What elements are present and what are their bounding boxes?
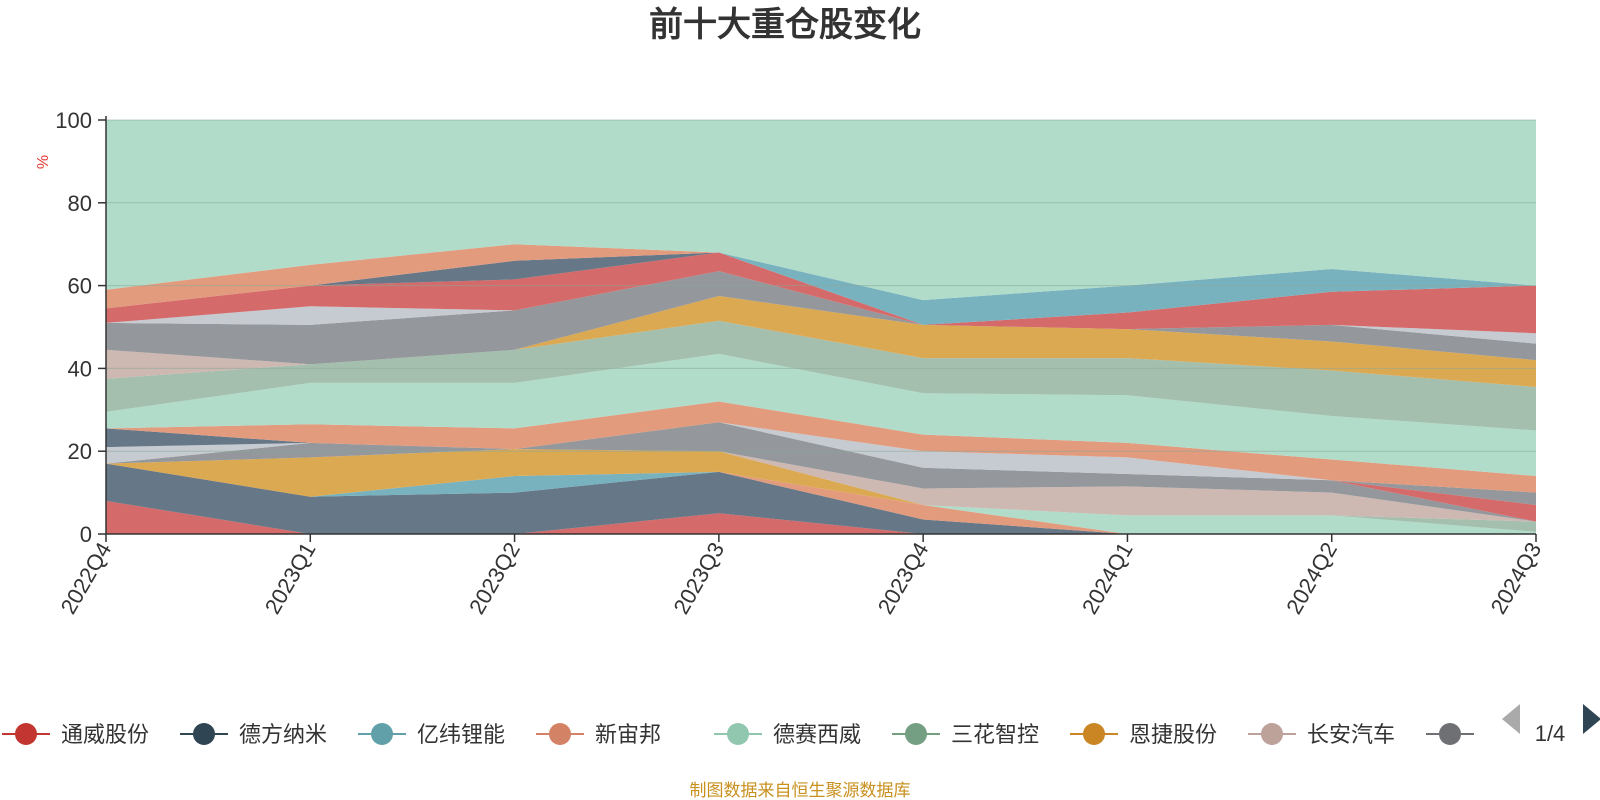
legend-marker-icon <box>905 723 927 745</box>
legend-item[interactable]: 新宙邦 <box>536 722 661 747</box>
grid-lines <box>106 119 1536 452</box>
x-tick-label: 2022Q4 <box>56 538 117 618</box>
area-band <box>106 252 1536 325</box>
area-band <box>106 252 1536 334</box>
legend-marker-icon <box>371 723 393 745</box>
legend-label: 德方纳米 <box>239 722 327 747</box>
legend-marker-icon <box>1439 723 1461 745</box>
area-band <box>106 252 1536 325</box>
x-tick-labels: 2022Q4 2023Q1 2023Q2 2023Q3 2023Q4 2024Q1 2024… <box>56 534 1547 618</box>
legend-item[interactable]: 东方 <box>1426 722 1529 747</box>
area-band <box>106 463 1536 534</box>
area-band <box>106 500 1536 534</box>
x-tick-label: 2024Q3 <box>1486 538 1547 618</box>
legend-item[interactable]: 德赛西威 <box>714 722 861 747</box>
area-band <box>106 449 1536 522</box>
area-band <box>106 244 1536 309</box>
legend-item[interactable]: 亿纬锂能 <box>358 722 505 747</box>
x-tick-label: 2024Q2 <box>1281 538 1342 618</box>
legend-label: 恩捷股份 <box>1129 722 1217 747</box>
area-band <box>106 120 1536 301</box>
legend-marker-icon <box>1083 723 1105 745</box>
axes <box>105 116 1536 535</box>
chart-title: 前十大重仓股变化 <box>649 6 921 44</box>
legend-item[interactable]: 德方纳米 <box>180 722 327 747</box>
legend-next-icon[interactable] <box>1583 704 1600 734</box>
legend-prev-icon[interactable] <box>1502 704 1520 734</box>
legend-marker-icon <box>549 723 571 745</box>
legend-pager: 1/4 <box>1502 704 1600 746</box>
y-tick-label: 0 <box>80 522 92 547</box>
legend-marker-icon <box>1261 723 1283 745</box>
area-band <box>106 296 1536 387</box>
x-tick-label: 2023Q3 <box>668 538 729 618</box>
legend-label: 亿纬锂能 <box>417 722 505 747</box>
y-tick-label: 100 <box>55 108 92 133</box>
legend-item[interactable]: 三花智控 <box>892 722 1039 747</box>
legend-marker-icon <box>727 723 749 745</box>
area-band <box>106 422 1536 493</box>
legend-label: 德赛西威 <box>773 722 861 747</box>
legend-marker-icon <box>15 723 37 745</box>
area-band <box>106 463 1536 534</box>
y-axis-unit: % <box>35 155 52 169</box>
x-tick-label: 2024Q1 <box>1077 538 1138 618</box>
area-band <box>106 353 1536 476</box>
area-bands <box>106 120 1536 534</box>
legend: 通威股份 德方纳米 亿纬锂能 新宙邦 德赛西威 三花智控 恩捷股份 长安汽车 东方 <box>2 722 1529 747</box>
legend-page-indicator: 1/4 <box>1535 721 1566 746</box>
y-tick-label: 60 <box>68 274 92 299</box>
legend-label: 三花智控 <box>951 722 1039 747</box>
x-tick-label: 2023Q2 <box>464 538 525 618</box>
legend-label: 长安汽车 <box>1307 722 1395 747</box>
data-source-note: 制图数据来自恒生聚源数据库 <box>690 781 911 800</box>
legend-label: 通威股份 <box>61 722 149 747</box>
legend-item[interactable]: 长安汽车 <box>1248 722 1395 747</box>
area-band <box>106 463 1536 534</box>
x-tick-label: 2023Q4 <box>873 538 934 618</box>
area-band <box>106 401 1536 493</box>
y-tick-label: 40 <box>68 356 92 381</box>
legend-label: 东方 <box>1485 722 1529 747</box>
y-tick-labels: 0 20 40 60 80 100 <box>55 108 106 547</box>
legend-item[interactable]: 恩捷股份 <box>1070 722 1217 747</box>
area-band <box>106 449 1536 522</box>
legend-marker-icon <box>193 723 215 745</box>
y-tick-label: 80 <box>68 191 92 216</box>
y-tick-label: 20 <box>68 439 92 464</box>
x-tick-label: 2023Q1 <box>260 538 321 618</box>
area-band <box>106 320 1536 431</box>
legend-item[interactable]: 通威股份 <box>2 722 149 747</box>
area-band <box>106 271 1536 365</box>
legend-label: 新宙邦 <box>595 722 661 747</box>
